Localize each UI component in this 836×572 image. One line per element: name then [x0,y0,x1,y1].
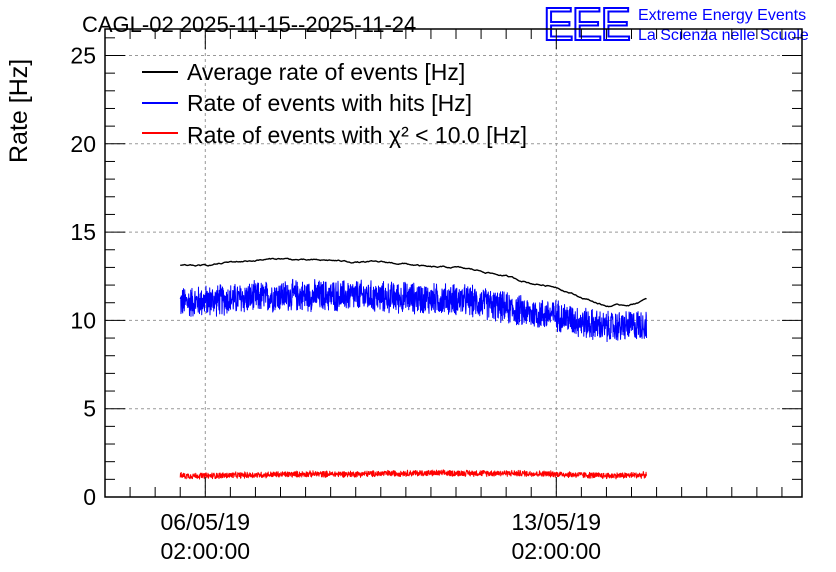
x-tick-label-date: 13/05/19 [512,509,602,535]
x-tick-label-time: 02:00:00 [161,538,251,564]
y-tick-label: 15 [70,219,96,245]
legend-label-chi2: Rate of events with χ² < 10.0 [Hz] [187,122,527,148]
y-tick-label: 0 [83,484,96,510]
y-tick-label: 25 [70,42,96,68]
eee-logo: EEE Extreme Energy Events La Scienza nel… [542,0,809,51]
plot-frame [104,28,803,498]
series-chi2-line [179,469,648,480]
chart-title: CAGL-02 2025-11-15--2025-11-24 [82,12,416,37]
legend: Average rate of events [Hz] Rate of even… [142,59,527,148]
eee-logo-line1: Extreme Energy Events [638,7,806,24]
legend-label-hits: Rate of events with hits [Hz] [187,90,472,116]
x-tick-label-time: 02:00:00 [512,538,602,564]
y-axis-label: Rate [Hz] [5,59,33,163]
y-tick-label: 5 [83,396,96,422]
legend-label-average: Average rate of events [Hz] [187,59,465,85]
x-tick-label-date: 06/05/19 [161,509,251,535]
y-tick-label: 10 [70,307,96,333]
series-group [179,257,648,480]
grid [105,29,802,497]
eee-logo-letters: EEE [543,0,629,50]
series-average-line [180,257,647,308]
eee-logo-line2: La Scienza nelle Scuole [638,27,809,44]
y-tick-label: 20 [70,131,96,157]
axes: 0 5 10 15 20 25 06/05/19 02:00:00 13/05/19 02:00:… [70,28,803,564]
series-hits-line [179,278,648,343]
